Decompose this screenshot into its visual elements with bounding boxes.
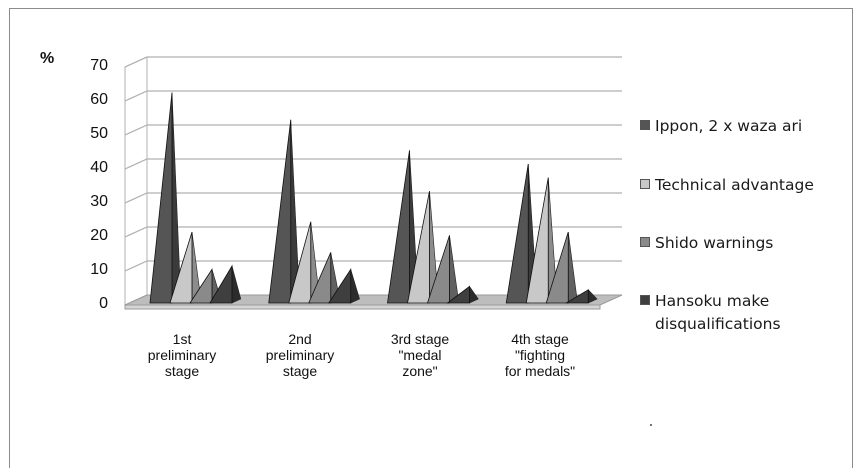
gridline — [124, 158, 622, 170]
pyramid-bar — [328, 268, 352, 304]
y-tick-label: 40 — [90, 159, 108, 176]
pyramid-bar — [446, 285, 470, 304]
legend-swatch — [640, 237, 650, 247]
gridline — [124, 226, 622, 238]
y-tick-label: 20 — [90, 227, 108, 244]
pyramid-bar — [209, 264, 233, 304]
pyramid-bar — [564, 289, 589, 304]
gridline — [124, 56, 622, 68]
legend-label: Ippon, 2 x waza ari — [655, 117, 803, 135]
y-tick-label: 0 — [99, 295, 108, 312]
y-tick-label: 30 — [90, 193, 108, 210]
chart-frame — [9, 8, 853, 468]
pyramid-bar-side — [350, 269, 360, 304]
pyramid-bar — [268, 119, 292, 304]
chart-side-wall — [124, 56, 148, 306]
chart-floor-edge — [124, 304, 601, 310]
legend-item: Shido warnings — [640, 232, 773, 255]
y-tick-label: 50 — [90, 125, 108, 142]
pyramid-bar — [407, 191, 430, 304]
pyramid-bar — [169, 231, 193, 304]
legend-label: Hansoku make disqualifications — [655, 292, 781, 333]
pyramid-bar — [308, 252, 332, 304]
gridline — [124, 260, 622, 272]
pyramid-bar — [189, 268, 213, 304]
legend-label: Shido warnings — [655, 234, 774, 252]
pyramid-bar — [545, 231, 569, 304]
pyramid-bar-side — [567, 231, 578, 304]
legend-item: Technical advantage — [640, 174, 814, 197]
x-category-label: 4th stage "fighting for medals" — [504, 331, 576, 379]
pyramid-bar-side — [231, 265, 242, 304]
gridline — [124, 124, 622, 136]
pyramid-bar — [505, 163, 529, 304]
pyramid-bar-side — [449, 235, 459, 304]
stray-dot — [650, 424, 652, 426]
y-axis-unit-label: % — [40, 50, 55, 67]
x-category-label: 2nd preliminary stage — [265, 331, 335, 379]
pyramid-bar — [149, 92, 173, 304]
legend-swatch — [640, 120, 650, 130]
y-tick-label: 70 — [90, 57, 108, 74]
y-tick-label: 60 — [90, 91, 108, 108]
x-category-label: 1st preliminary stage — [147, 331, 217, 379]
legend-label: Technical advantage — [655, 176, 814, 194]
legend-item: Hansoku make disqualifications — [640, 290, 781, 336]
pyramid-bar — [525, 177, 549, 304]
gridline — [124, 192, 622, 204]
x-category-label: 3rd stage "medal zone" — [390, 331, 450, 379]
legend-item: Ippon, 2 x waza ari — [640, 115, 802, 138]
pyramid-bar — [288, 221, 312, 304]
pyramid-bar — [387, 150, 410, 304]
pyramid-bar — [426, 235, 450, 304]
legend-swatch — [640, 179, 650, 189]
legend-swatch — [640, 295, 650, 305]
gridline — [124, 90, 622, 102]
y-tick-label: 10 — [90, 261, 108, 278]
